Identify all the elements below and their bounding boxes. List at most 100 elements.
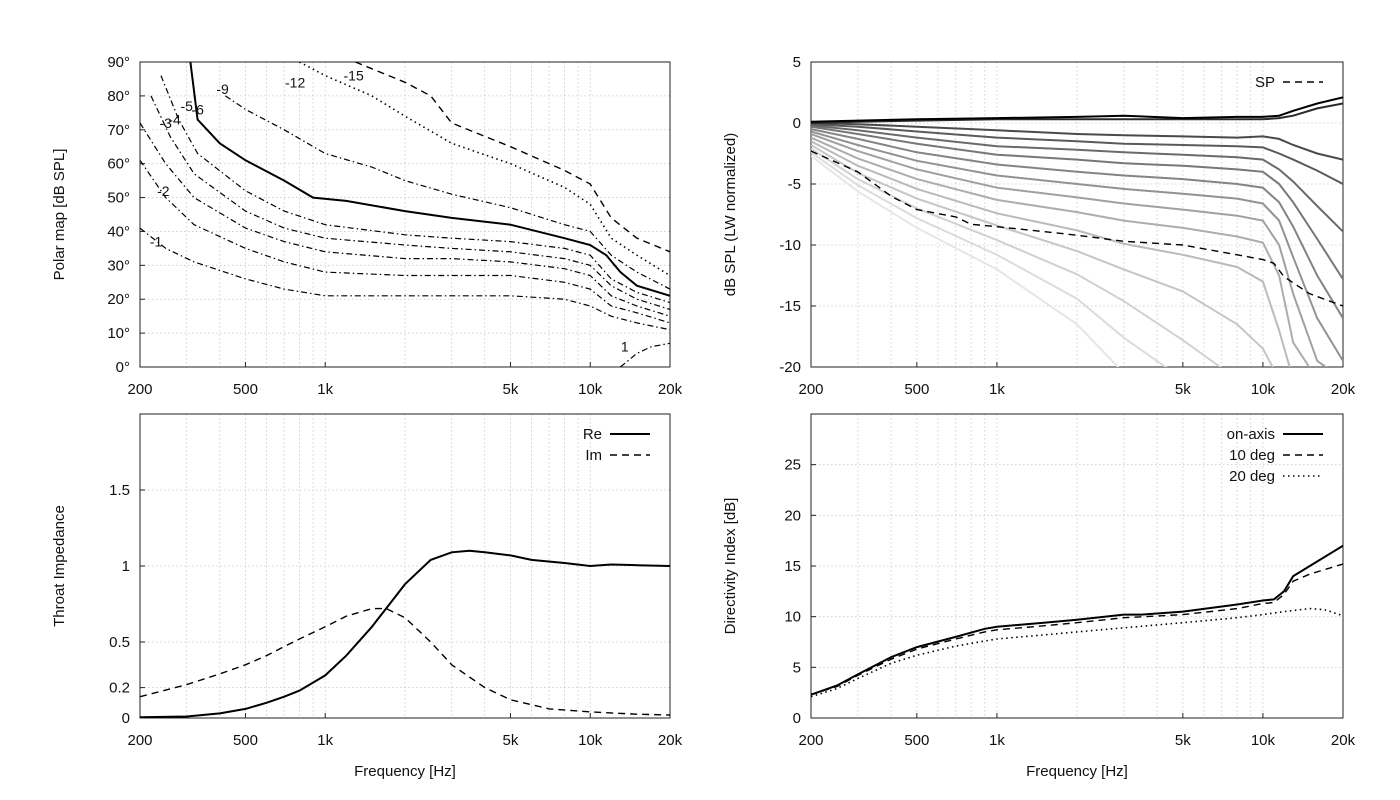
- y-tick-label: 10°: [107, 325, 130, 342]
- contour--2-line: [140, 159, 670, 324]
- angle-response-line: [811, 130, 1343, 362]
- throat-impedance-chart: 200 500 1k 5k 10k 20k 0 0.2 0.5 1 1.5 Throat Impeda…: [51, 413, 683, 780]
- y-tick-label: 80°: [107, 88, 130, 105]
- on-axis-line: [811, 544, 1343, 696]
- x-tick-label: 1k: [317, 732, 333, 749]
- contour--9-line: [225, 95, 670, 290]
- x-tick-label: 5k: [1175, 381, 1191, 398]
- y-tick-label: 0°: [116, 359, 130, 376]
- legend-label: 10 deg: [1229, 447, 1275, 464]
- x-tick-label: 10k: [1251, 732, 1276, 749]
- x-axis-label: Frequency [Hz]: [1026, 763, 1128, 780]
- angle-response-line: [811, 102, 1343, 124]
- x-tick-label: 5k: [1175, 732, 1191, 749]
- x-axis-label: Frequency [Hz]: [354, 763, 456, 780]
- contour-label: -6: [191, 101, 204, 117]
- contour--15-line: [355, 62, 670, 253]
- y-tick-label: 30°: [107, 257, 130, 274]
- y-tick-label: 0.2: [109, 680, 130, 697]
- angle-response-line: [811, 144, 1274, 367]
- contour--3-line: [140, 122, 670, 317]
- contour--1-line: [140, 227, 670, 331]
- legend-label: on-axis: [1227, 426, 1275, 443]
- contour--6-line: [189, 62, 670, 297]
- x-tick-label: 20k: [658, 381, 683, 398]
- x-tick-label: 200: [798, 381, 823, 398]
- y-tick-label: 50°: [107, 190, 130, 207]
- y-tick-label: 5: [793, 54, 801, 71]
- angle-response-line: [811, 133, 1328, 367]
- x-tick-label: 20k: [1331, 732, 1356, 749]
- y-axis-label: dB SPL (LW normalized): [722, 133, 739, 296]
- x-tick-label: 10k: [578, 381, 603, 398]
- y-tick-label: 1.5: [109, 482, 130, 499]
- y-tick-label: -20: [779, 359, 801, 376]
- y-tick-label: 70°: [107, 122, 130, 139]
- contour--5-line: [160, 75, 670, 304]
- legend-label: 20 deg: [1229, 468, 1275, 485]
- angle-response-line: [811, 136, 1311, 367]
- y-tick-label: 40°: [107, 223, 130, 240]
- contour-label: -9: [216, 81, 229, 97]
- contour-label: -1: [150, 234, 163, 250]
- im-line: [140, 607, 670, 716]
- y-tick-label: -10: [779, 237, 801, 254]
- polar-map-chart: 200 500 1k 5k 10k 20k 0° 10° 20° 30° 40° 50° 60° 70° 8…: [51, 54, 683, 398]
- y-tick-label: 60°: [107, 156, 130, 173]
- spl-chart: 200 500 1k 5k 10k 20k -20 -15 -10 -5 0 5 dB SPL (LW …: [722, 54, 1356, 398]
- y-tick-label: 90°: [107, 54, 130, 71]
- contour--4-line: [150, 95, 670, 310]
- y-axis-label: Throat Impedance: [51, 505, 68, 627]
- plot-frame: [139, 61, 671, 368]
- angle-response-line: [811, 123, 1343, 185]
- x-tick-label: 500: [904, 732, 929, 749]
- plot-area: [811, 96, 1343, 367]
- contour-label: 1: [621, 339, 629, 355]
- plot-area: [811, 544, 1343, 698]
- contour-label: -4: [168, 112, 181, 128]
- y-tick-label: 5: [793, 659, 801, 676]
- x-tick-label: 500: [904, 381, 929, 398]
- x-tick-label: 1k: [989, 732, 1005, 749]
- x-tick-label: 20k: [1331, 381, 1356, 398]
- y-tick-label: 15: [784, 558, 801, 575]
- legend-label: Re: [583, 426, 602, 443]
- angle-response-line: [811, 151, 1168, 367]
- angle-response-line: [811, 124, 1343, 233]
- angle-response-line: [811, 122, 1343, 161]
- angle-response-line: [811, 128, 1343, 319]
- x-tick-label: 10k: [1251, 381, 1276, 398]
- y-tick-label: 20: [784, 507, 801, 524]
- y-tick-label: 10: [784, 609, 801, 626]
- y-tick-label: -15: [779, 298, 801, 315]
- y-tick-label: 1: [122, 558, 130, 575]
- y-axis-label: Directivity Index [dB]: [722, 498, 739, 635]
- plot-area: [140, 549, 670, 718]
- angle-response-line: [811, 140, 1291, 367]
- x-tick-label: 5k: [503, 732, 519, 749]
- angle-response-line: [811, 147, 1222, 367]
- contour--12-line: [299, 62, 670, 277]
- angle-response-line: [811, 96, 1343, 123]
- y-tick-label: 25: [784, 457, 801, 474]
- x-tick-label: 1k: [317, 381, 333, 398]
- x-tick-label: 5k: [503, 381, 519, 398]
- y-tick-label: 0: [122, 710, 130, 727]
- x-tick-label: 200: [127, 732, 152, 749]
- angle-response-line: [811, 155, 1120, 367]
- plot-frame: [810, 61, 1344, 368]
- legend-label: Im: [585, 447, 602, 464]
- x-tick-label: 200: [127, 381, 152, 398]
- sp-line: [811, 150, 1343, 307]
- contour-label: -15: [344, 68, 364, 84]
- y-tick-label: 20°: [107, 291, 130, 308]
- 20-deg-line: [811, 607, 1343, 698]
- y-tick-label: 0.5: [109, 634, 130, 651]
- contour-label: -3: [159, 115, 172, 131]
- x-tick-label: 10k: [578, 732, 603, 749]
- legend-label: SP: [1255, 74, 1275, 91]
- y-axis-label: Polar map [dB SPL]: [51, 149, 68, 281]
- 10-deg-line: [811, 563, 1343, 696]
- angle-response-line: [811, 125, 1343, 280]
